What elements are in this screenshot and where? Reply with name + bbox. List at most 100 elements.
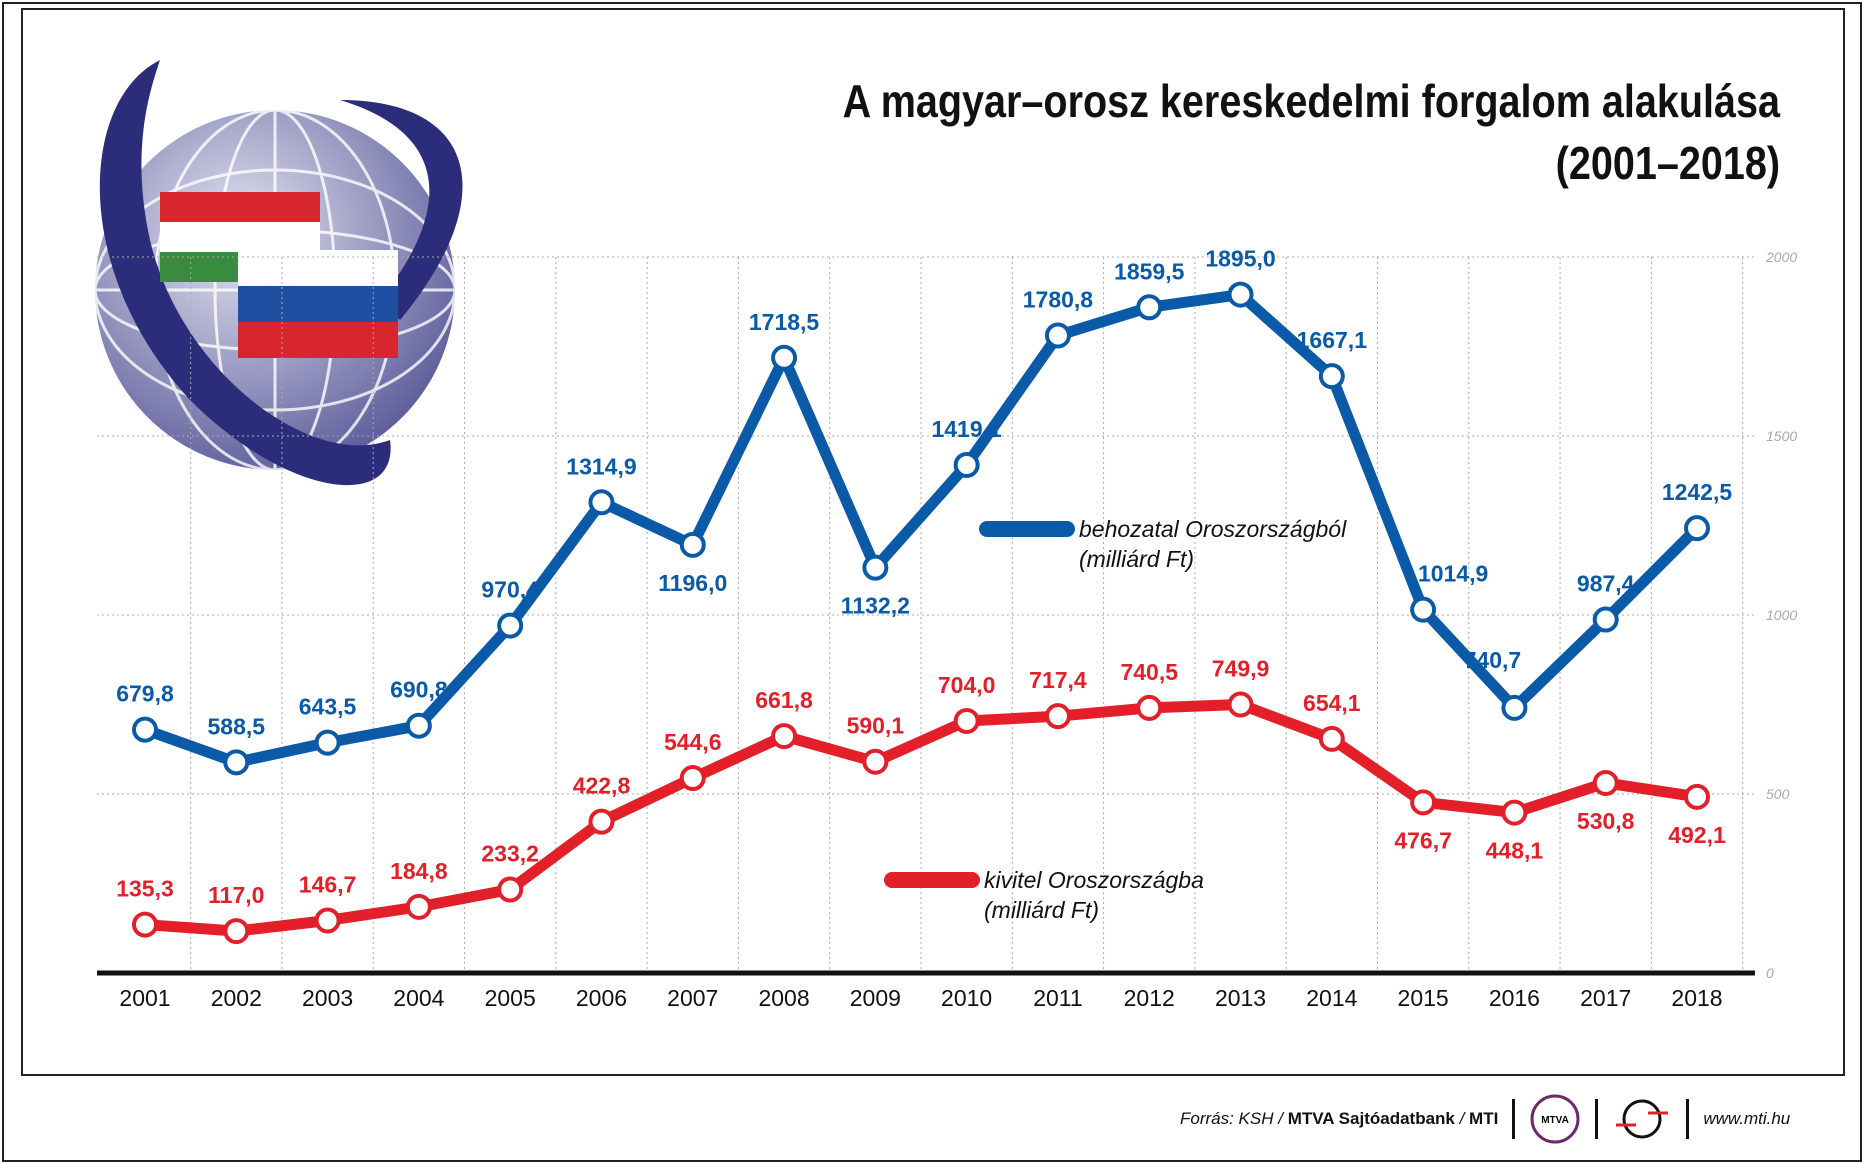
data-label: 679,8 [116,681,174,707]
data-point [1136,694,1163,721]
x-tick-label: 2005 [485,985,536,1011]
y-tick-label: 1000 [1766,607,1797,623]
data-label: 135,3 [116,876,174,902]
data-label: 476,7 [1394,827,1452,853]
x-tick-label: 2008 [758,985,809,1011]
data-point [1410,596,1437,623]
x-tick-label: 2001 [119,985,170,1011]
data-label: 690,8 [390,677,448,703]
data-point [405,893,432,920]
data-point [1044,322,1071,349]
data-label: 590,1 [847,713,905,739]
x-tick-label: 2004 [393,985,444,1011]
data-label: 740,5 [1120,659,1178,685]
series-line-export [144,699,1698,937]
data-point [953,451,980,478]
divider [1595,1099,1599,1139]
data-label: 1242,5 [1662,479,1733,505]
data-point [1227,281,1254,308]
data-label: 661,8 [755,687,813,713]
legend-label: kivitel Oroszországba [984,867,1204,893]
x-tick-label: 2006 [576,985,627,1011]
x-tick-label: 2010 [941,985,992,1011]
data-point [1592,606,1619,633]
data-point [1318,363,1345,390]
data-point [497,612,524,639]
y-tick-label: 0 [1766,965,1774,981]
data-point [862,748,889,775]
divider [1686,1099,1690,1139]
data-label: 1014,9 [1418,561,1488,587]
title-line-1: A magyar–orosz kereskedelmi forgalom ala… [842,75,1780,127]
data-label: 970,4 [481,577,539,603]
data-label: 749,9 [1212,656,1270,682]
data-label: 740,7 [1464,647,1522,673]
data-label: 117,0 [208,882,264,908]
data-point [1501,694,1528,721]
data-point [1136,294,1163,321]
data-label: 1859,5 [1114,258,1185,284]
title-line-2: (2001–2018) [1555,137,1780,189]
data-label: 1314,9 [566,453,636,479]
data-point [588,489,615,516]
data-point [588,808,615,835]
data-point [1227,691,1254,718]
data-point [1044,703,1071,730]
data-label: 588,5 [208,713,266,739]
data-label: 704,0 [938,672,996,698]
data-label: 422,8 [573,773,631,799]
data-point [1684,783,1710,810]
url: www.mti.hu [1703,1109,1791,1128]
chart-title: A magyar–orosz kereskedelmi forgalom ala… [843,70,1780,194]
hungary-russia-globe-emblem [93,60,463,486]
x-tick-label: 2018 [1671,985,1722,1011]
data-label: 492,1 [1668,822,1726,848]
x-tick-label: 2012 [1124,985,1175,1011]
y-tick-label: 2000 [1765,249,1797,265]
data-label: 530,8 [1577,808,1635,834]
data-label: 987,4 [1577,571,1635,597]
data-point [132,716,158,743]
data-label: 233,2 [481,841,539,867]
data-label: 146,7 [299,871,357,897]
mtva-logo: MTVA [1530,1094,1580,1144]
data-point [771,344,798,371]
footer: Forrás: KSH / MTVA Sajtóadatbank / MTI M… [1180,1094,1791,1144]
chart-frame [21,8,1845,1076]
legend-label: behozatal Oroszországból [1079,516,1347,542]
data-point [1318,725,1345,752]
y-tick-label: 1500 [1766,428,1797,444]
x-tick-label: 2016 [1489,985,1540,1011]
x-tick-label: 2007 [667,985,718,1011]
series-line-import [143,289,1701,768]
data-point [1684,515,1710,542]
x-tick-label: 2014 [1306,985,1357,1011]
data-point [679,765,706,792]
x-tick-label: 2002 [211,985,262,1011]
data-label: 1419,1 [931,416,1002,442]
data-point [132,911,158,938]
data-point [679,531,706,558]
data-label: 654,1 [1303,690,1361,716]
data-label: 1132,2 [841,593,910,619]
x-tick-label: 2015 [1398,985,1449,1011]
x-tick-label: 2013 [1215,985,1266,1011]
data-point [862,554,889,581]
svg-text:MTVA: MTVA [1542,1115,1570,1126]
x-tick-label: 2011 [1033,985,1082,1011]
source-text: Forrás: KSH / MTVA Sajtóadatbank / MTI [1180,1109,1499,1128]
data-point [497,876,524,903]
data-label: 448,1 [1486,838,1544,864]
data-point [405,712,432,739]
data-point [223,918,250,945]
data-label: 717,4 [1029,667,1087,693]
data-label: 544,6 [664,729,722,755]
data-label: 184,8 [390,858,448,884]
x-tick-label: 2003 [302,985,353,1011]
y-tick-label: 500 [1766,786,1790,802]
data-point [314,729,341,756]
data-label: 1667,1 [1297,327,1368,353]
data-label: 1895,0 [1205,246,1275,272]
divider [1512,1099,1516,1139]
x-tick-label: 2017 [1580,985,1631,1011]
